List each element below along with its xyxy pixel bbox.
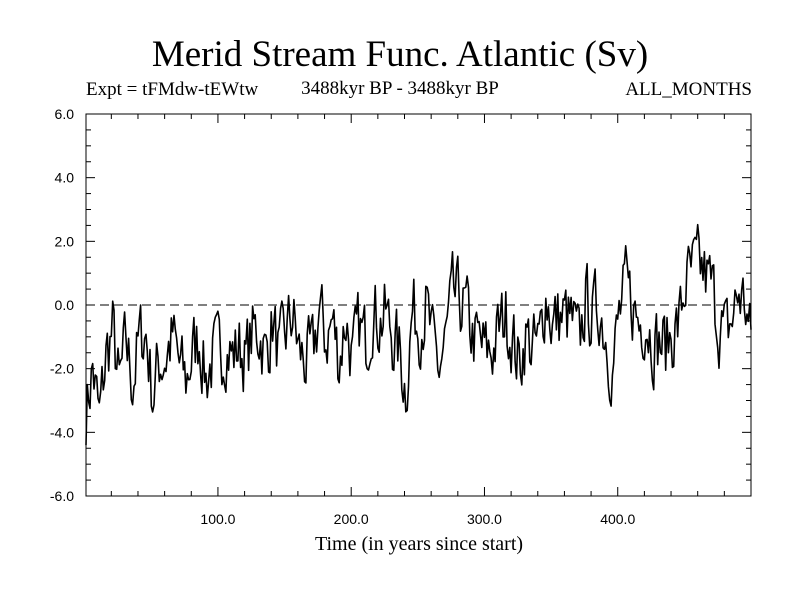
period-label: 3488kyr BP - 3488kyr BP xyxy=(301,78,499,99)
y-tick-label: -6.0 xyxy=(50,488,74,504)
x-tick-label: 400.0 xyxy=(600,511,635,527)
y-tick-label: 6.0 xyxy=(55,106,75,122)
x-tick-label: 100.0 xyxy=(200,511,235,527)
axis-tick-labels: 100.0 200.0 300.0 400.0 6.0 4.0 2.0 0.0 -2.0 -4.0… xyxy=(50,106,636,527)
y-tick-label: 0.0 xyxy=(55,297,75,313)
y-tick-label: 4.0 xyxy=(55,170,75,186)
season-label: ALL_MONTHS xyxy=(625,79,752,100)
chart-title: Merid Stream Func. Atlantic (Sv) xyxy=(151,34,649,75)
x-tick-label: 200.0 xyxy=(334,511,369,527)
experiment-label: Expt = tFMdw-tEWtw xyxy=(86,79,259,100)
y-tick-label: -2.0 xyxy=(50,361,74,377)
x-tick-label: 300.0 xyxy=(467,511,502,527)
x-axis-label: Time (in years since start) xyxy=(315,533,523,555)
y-tick-label: -4.0 xyxy=(50,424,74,440)
y-tick-label: 2.0 xyxy=(55,233,75,249)
series-line xyxy=(85,223,752,446)
